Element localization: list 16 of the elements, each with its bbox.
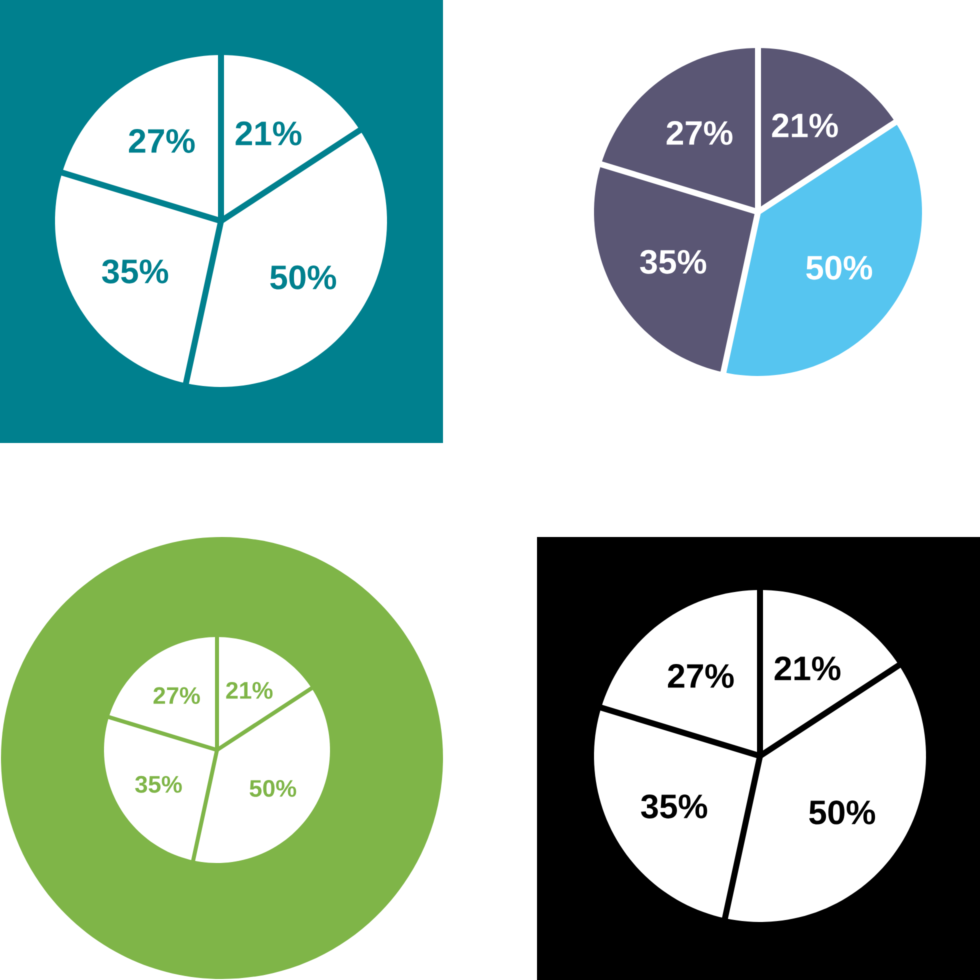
data-label: 50%	[250, 780, 296, 797]
data-label: 50%	[809, 800, 876, 824]
data-label: 27%	[668, 664, 734, 688]
data-label: 35%	[135, 776, 182, 793]
data-label: 35%	[640, 250, 706, 274]
data-label: 50%	[270, 265, 336, 290]
data-label: 21%	[226, 682, 273, 699]
data-label: 35%	[641, 794, 708, 818]
data-label: 27%	[666, 120, 732, 145]
data-label: 27%	[154, 687, 200, 704]
data-label: 21%	[772, 113, 838, 138]
data-label: 21%	[774, 656, 840, 680]
data-label: 35%	[102, 259, 168, 284]
data-label: 21%	[236, 121, 302, 146]
data-label: 27%	[128, 129, 195, 153]
data-label: 50%	[806, 256, 872, 280]
